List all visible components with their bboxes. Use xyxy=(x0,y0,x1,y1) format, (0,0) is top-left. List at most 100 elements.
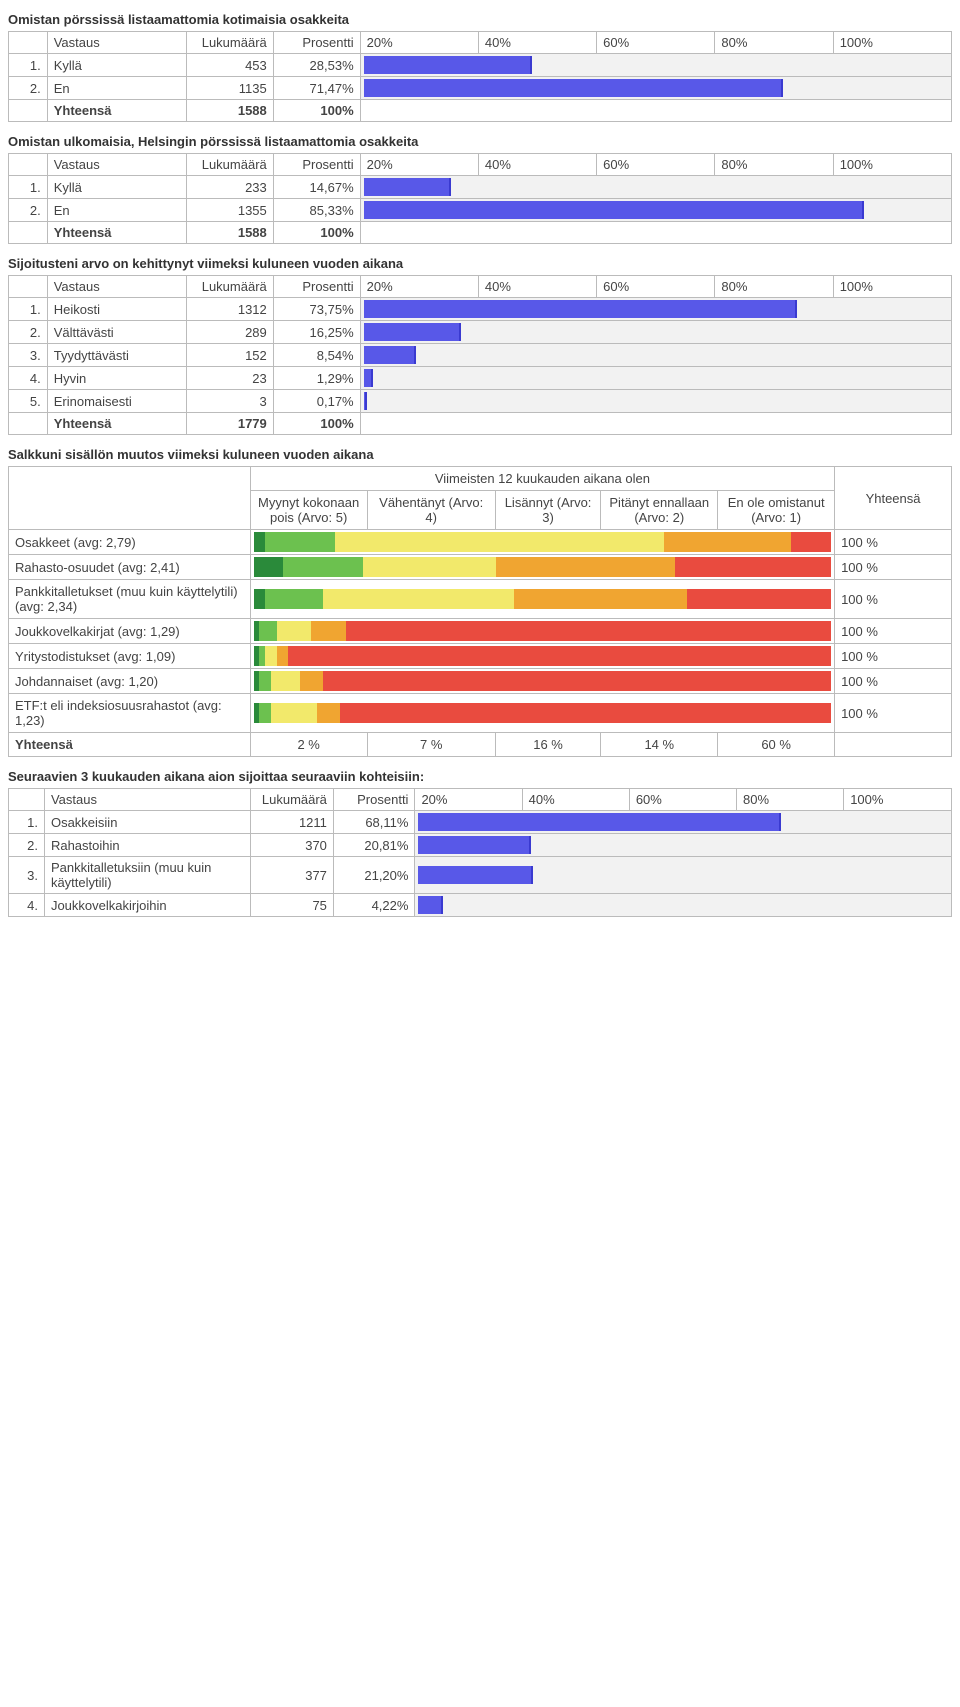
q3-total-count: 1779 xyxy=(186,413,273,435)
matrix-row: Johdannaiset (avg: 1,20)100 % xyxy=(9,669,952,694)
axis-40: 40% xyxy=(478,154,596,176)
col-vastaus: Vastaus xyxy=(47,154,186,176)
col-prosentti: Prosentti xyxy=(333,789,415,811)
matrix-row: Joukkovelkakirjat (avg: 1,29)100 % xyxy=(9,619,952,644)
row-pct: 28,53% xyxy=(273,54,360,77)
row-bar xyxy=(360,176,951,199)
row-label: Heikosti xyxy=(47,298,186,321)
q1-title: Omistan pörssissä listaamattomia kotimai… xyxy=(8,12,952,27)
matrix-row-label: Pankkitalletukset (muu kuin käyttelytili… xyxy=(9,580,251,619)
axis-40: 40% xyxy=(478,32,596,54)
table-row: 4.Hyvin231,29% xyxy=(9,367,952,390)
table-row: 2.En113571,47% xyxy=(9,77,952,100)
row-count: 370 xyxy=(251,834,334,857)
row-count: 3 xyxy=(186,390,273,413)
row-bar xyxy=(360,367,951,390)
axis-20: 20% xyxy=(360,276,478,298)
matrix-footer-3: 14 % xyxy=(601,733,718,757)
table-row: 1.Osakkeisiin121168,11% xyxy=(9,811,952,834)
matrix-row: Pankkitalletukset (muu kuin käyttelytili… xyxy=(9,580,952,619)
col-lukumaara: Lukumäärä xyxy=(186,32,273,54)
row-index: 1. xyxy=(9,176,48,199)
row-index: 4. xyxy=(9,367,48,390)
q5-table: Vastaus Lukumäärä Prosentti 20% 40% 60% … xyxy=(8,788,952,917)
matrix-row-total: 100 % xyxy=(835,555,952,580)
axis-100: 100% xyxy=(844,789,952,811)
matrix-row-total: 100 % xyxy=(835,580,952,619)
row-index: 4. xyxy=(9,894,45,917)
q1-total-pct: 100% xyxy=(273,100,360,122)
axis-100: 100% xyxy=(833,32,951,54)
row-label: Tyydyttävästi xyxy=(47,344,186,367)
table-row: 2.Välttävästi28916,25% xyxy=(9,321,952,344)
matrix-row-bar xyxy=(250,555,834,580)
row-bar xyxy=(360,77,951,100)
matrix-row-bar xyxy=(250,694,834,733)
row-bar xyxy=(415,834,952,857)
row-pct: 20,81% xyxy=(333,834,415,857)
row-pct: 14,67% xyxy=(273,176,360,199)
row-label: Pankkitalletuksiin (muu kuin käyttelytil… xyxy=(44,857,250,894)
table-row: 3.Tyydyttävästi1528,54% xyxy=(9,344,952,367)
row-pct: 73,75% xyxy=(273,298,360,321)
col-prosentti: Prosentti xyxy=(273,276,360,298)
row-index: 2. xyxy=(9,77,48,100)
row-bar xyxy=(360,321,951,344)
row-pct: 0,17% xyxy=(273,390,360,413)
row-index: 2. xyxy=(9,321,48,344)
axis-60: 60% xyxy=(597,32,715,54)
table-row: 1.Kyllä45328,53% xyxy=(9,54,952,77)
row-pct: 68,11% xyxy=(333,811,415,834)
row-label: En xyxy=(47,77,186,100)
row-index: 5. xyxy=(9,390,48,413)
row-bar xyxy=(360,199,951,222)
row-count: 152 xyxy=(186,344,273,367)
matrix-row: Osakkeet (avg: 2,79) 100 % xyxy=(9,530,952,555)
q1-total-count: 1588 xyxy=(186,100,273,122)
row-label: Joukkovelkakirjoihin xyxy=(44,894,250,917)
matrix-footer-1: 7 % xyxy=(367,733,495,757)
matrix-row-label: Osakkeet (avg: 2,79) xyxy=(9,530,251,555)
matrix-row-label: Yritystodistukset (avg: 1,09) xyxy=(9,644,251,669)
q2-total-pct: 100% xyxy=(273,222,360,244)
row-count: 1312 xyxy=(186,298,273,321)
matrix-footer-4: 60 % xyxy=(718,733,835,757)
matrix-title: Salkkuni sisällön muutos viimeksi kulune… xyxy=(8,447,952,462)
q1-total-label: Yhteensä xyxy=(47,100,186,122)
row-pct: 85,33% xyxy=(273,199,360,222)
matrix-row-total: 100 % xyxy=(835,530,952,555)
matrix-row-bar xyxy=(250,580,834,619)
row-count: 1135 xyxy=(186,77,273,100)
row-pct: 21,20% xyxy=(333,857,415,894)
row-bar xyxy=(360,298,951,321)
q3-total-label: Yhteensä xyxy=(47,413,186,435)
matrix-row-total: 100 % xyxy=(835,619,952,644)
matrix-table: Viimeisten 12 kuukauden aikana olen Yhte… xyxy=(8,466,952,757)
matrix-footer-0: 2 % xyxy=(250,733,367,757)
table-row: 2.Rahastoihin37020,81% xyxy=(9,834,952,857)
matrix-row-bar xyxy=(250,619,834,644)
axis-80: 80% xyxy=(715,32,833,54)
col-vastaus: Vastaus xyxy=(47,32,186,54)
matrix-row-total: 100 % xyxy=(835,694,952,733)
axis-20: 20% xyxy=(360,32,478,54)
q5-title: Seuraavien 3 kuukauden aikana aion sijoi… xyxy=(8,769,952,784)
matrix-row: Rahasto-osuudet (avg: 2,41)100 % xyxy=(9,555,952,580)
matrix-row-bar xyxy=(250,669,834,694)
col-prosentti: Prosentti xyxy=(273,32,360,54)
matrix-col-0: Myynyt kokonaan pois (Arvo: 5) xyxy=(250,491,367,530)
q2-table: Vastaus Lukumäärä Prosentti 20% 40% 60% … xyxy=(8,153,952,244)
row-count: 377 xyxy=(251,857,334,894)
q3-table: Vastaus Lukumäärä Prosentti 20% 40% 60% … xyxy=(8,275,952,435)
row-pct: 71,47% xyxy=(273,77,360,100)
matrix-row-total: 100 % xyxy=(835,644,952,669)
row-bar xyxy=(360,390,951,413)
matrix-col-4: En ole omistanut (Arvo: 1) xyxy=(718,491,835,530)
matrix-total-col: Yhteensä xyxy=(835,467,952,530)
col-lukumaara: Lukumäärä xyxy=(251,789,334,811)
row-index: 3. xyxy=(9,857,45,894)
q2-title: Omistan ulkomaisia, Helsingin pörssissä … xyxy=(8,134,952,149)
table-row: 5.Erinomaisesti30,17% xyxy=(9,390,952,413)
row-index: 1. xyxy=(9,298,48,321)
col-vastaus: Vastaus xyxy=(47,276,186,298)
